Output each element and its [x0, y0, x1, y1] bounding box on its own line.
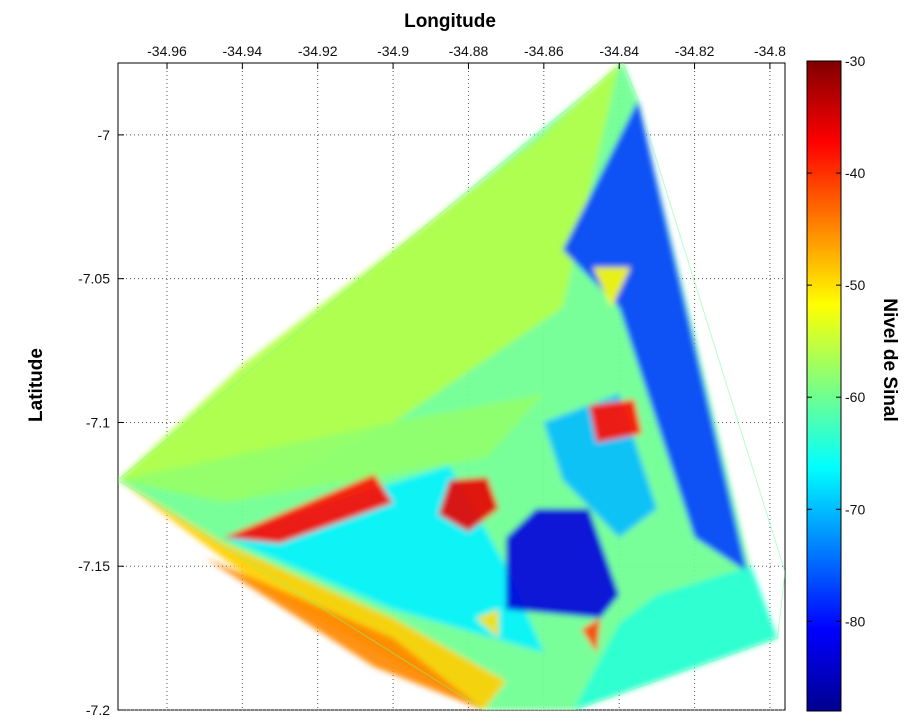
y-tick-label: -7 [98, 127, 111, 143]
signal-region [562, 100, 748, 573]
colorbar-title: Nivel de Sinal [879, 298, 900, 422]
colorbar-tick-label: -50 [845, 277, 865, 293]
signal-region [592, 267, 631, 308]
signal-region [506, 508, 620, 618]
colorbar-tick-label: -60 [845, 389, 865, 405]
heatmap-regions [118, 63, 778, 710]
x-tick-label: -34.82 [675, 43, 715, 59]
signal-region [223, 474, 394, 544]
colorbar-tick-label: -30 [845, 53, 865, 69]
x-tick-label: -34.86 [524, 43, 564, 59]
x-axis-title: Longitude [404, 11, 496, 32]
colorbar-tick-label: -70 [845, 501, 865, 517]
colorbar [806, 60, 842, 712]
signal-region [438, 477, 499, 532]
y-tick-label: -7.1 [86, 414, 110, 430]
x-tick-label: -34.92 [298, 43, 338, 59]
x-axis-ticks: -34.96 -34.94 -34.92 -34.9 -34.88 -34.86 -34.8… [147, 43, 786, 69]
y-tick-label: -7.05 [78, 271, 110, 287]
x-tick-label: -34.84 [599, 43, 639, 59]
y-tick-label: -7.2 [86, 702, 110, 718]
signal-region [118, 63, 620, 501]
x-tick-label: -34.9 [377, 43, 409, 59]
heatmap-surface [118, 63, 785, 710]
coverage-outline [118, 63, 785, 710]
signal-region [476, 609, 499, 639]
y-axis-ticks: -7 -7.05 -7.1 -7.15 -7.2 [78, 127, 124, 718]
x-tick-label: -34.8 [754, 43, 786, 59]
x-tick-label: -34.88 [449, 43, 489, 59]
colorbar-ticks: -30 -40 -50 -60 -70 -80 [807, 53, 865, 629]
signal-region [589, 399, 642, 443]
signal-region [574, 566, 778, 710]
colorbar-tick-label: -40 [845, 165, 865, 181]
signal-region [118, 393, 544, 503]
signal-region [204, 557, 484, 710]
signal-region [581, 618, 601, 653]
x-tick-label: -34.96 [147, 43, 187, 59]
x-tick-label: -34.94 [223, 43, 263, 59]
y-axis-title: Latitude [26, 348, 47, 422]
colorbar-tick-label: -80 [845, 613, 865, 629]
y-tick-label: -7.15 [78, 558, 110, 574]
